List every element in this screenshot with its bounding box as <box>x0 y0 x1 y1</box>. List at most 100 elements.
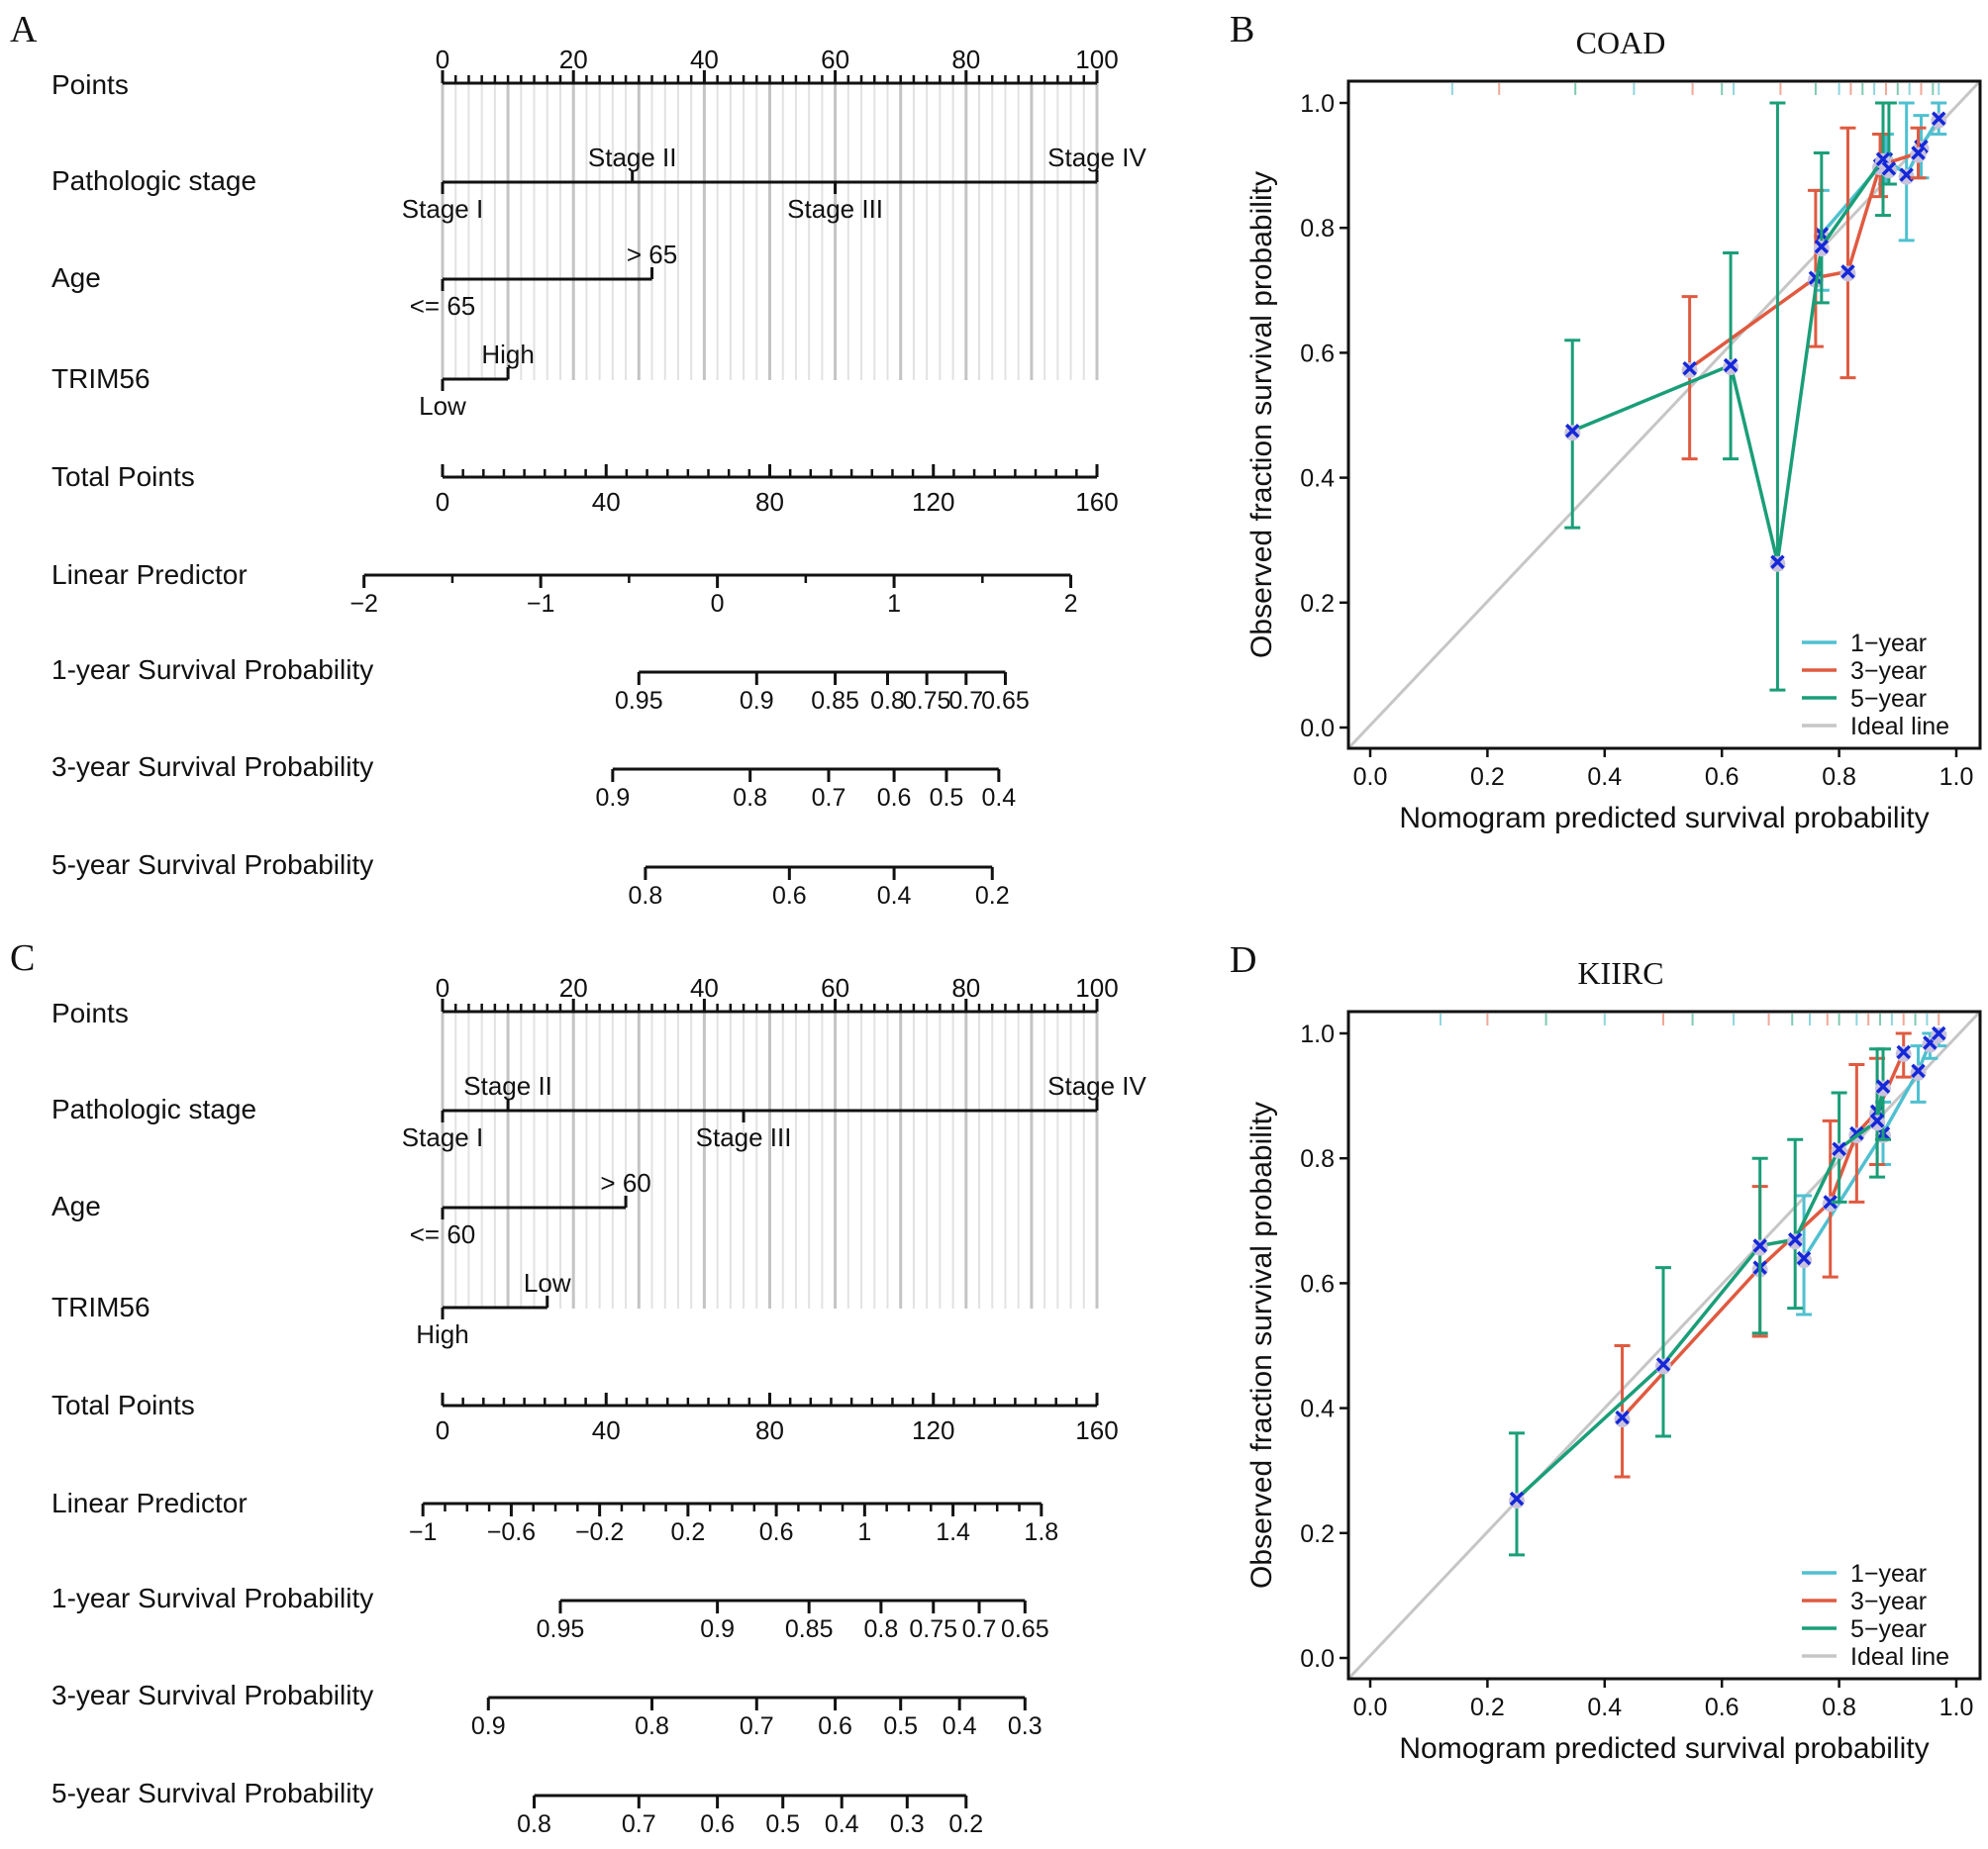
y-tick-label: 0.2 <box>1300 1520 1335 1548</box>
scale-tick-label: 0.75 <box>909 1615 957 1643</box>
nomogram-gridlines <box>441 1012 1099 1309</box>
axis-tick-label: 120 <box>912 487 954 517</box>
nomogram-row-label: Pathologic stage <box>51 1094 256 1124</box>
nomogram-row-points: Points 0 20 40 60 80 100 <box>51 973 1119 1028</box>
scale-tick-label: 0.9 <box>700 1615 735 1643</box>
category-label-stage-i: Stage I <box>402 1122 483 1152</box>
nomogram-row-label: TRIM56 <box>51 363 150 394</box>
nomogram-row-label: 1-year Survival Probability <box>51 1583 373 1613</box>
scale-tick-label: 0.6 <box>759 1518 794 1546</box>
legend-label-5-year: 5−year <box>1850 1615 1927 1643</box>
scale-tick-label: 2 <box>1064 590 1078 618</box>
nomogram-row-label: 5-year Survival Probability <box>51 1778 373 1808</box>
nomogram-row-label: Points <box>51 998 129 1028</box>
series-1-year <box>1796 1025 1947 1316</box>
category-label-stage-ii: Stage II <box>588 143 677 172</box>
scale-tick-label: 0.9 <box>595 784 630 812</box>
observed-marker <box>1565 424 1580 438</box>
category-label-60: > 60 <box>600 1168 650 1198</box>
y-tick-label: 0.4 <box>1300 465 1335 493</box>
axis-tick-label: 40 <box>592 1415 621 1445</box>
scale-tick-label: 1.4 <box>936 1518 970 1546</box>
x-tick-label: 0.0 <box>1353 1694 1388 1721</box>
scale-tick-label: 0.2 <box>975 882 1010 910</box>
observed-marker <box>1840 264 1855 279</box>
observed-marker <box>1869 1114 1885 1128</box>
x-axis-title: Nomogram predicted survival probability <box>1399 1732 1929 1765</box>
nomogram-row-pathologic-stage: Pathologic stage Stage I Stage II Stage III… <box>51 143 1147 224</box>
x-tick-label: 0.6 <box>1705 1694 1740 1721</box>
nomogram-row-age: Age <= 65 > 65 <box>51 240 677 321</box>
scale-tick-label: 0.65 <box>981 687 1030 715</box>
legend-label-1-year: 1−year <box>1850 1560 1927 1588</box>
x-tick-label: 0.8 <box>1822 1694 1856 1721</box>
nomogram-row-trim56: TRIM56 High Low <box>51 1268 571 1349</box>
scale-tick-label: 0.5 <box>930 784 964 812</box>
nomogram-row-label: Age <box>51 262 101 293</box>
nomogram-row-label: 3-year Survival Probability <box>51 751 373 782</box>
nomogram-row-label: Points <box>51 69 129 100</box>
series-5-year <box>1564 101 1897 692</box>
legend-label-ideal-line: Ideal line <box>1850 1643 1949 1671</box>
category-label-60: <= 60 <box>410 1219 476 1249</box>
y-tick-label: 1.0 <box>1300 90 1335 118</box>
category-label-low: Low <box>419 391 466 421</box>
axis-tick-label: 80 <box>951 45 980 74</box>
observed-marker <box>1814 239 1830 254</box>
scale-tick-label: 0.9 <box>471 1712 506 1740</box>
nomogram-row-1-year-survival-probability: 1-year Survival Probability 0.95 0.9 0.85 0.… <box>51 1583 1049 1643</box>
category-label-stage-iv: Stage IV <box>1047 1071 1146 1101</box>
legend-label-1-year: 1−year <box>1850 630 1927 657</box>
axis-tick-label: 0 <box>436 487 449 517</box>
axis-tick-label: 160 <box>1075 1415 1118 1445</box>
y-tick-label: 0.4 <box>1300 1396 1335 1423</box>
y-axis-title: Observed fraction survival probability <box>1245 171 1278 658</box>
axis-tick-label: 20 <box>559 45 588 74</box>
panel-letter: C <box>10 937 35 979</box>
scale-tick-label: 0.75 <box>903 687 951 715</box>
category-label-stage-i: Stage I <box>402 194 483 224</box>
observed-marker <box>1615 1410 1630 1425</box>
axis-tick-label: 160 <box>1075 487 1118 517</box>
axis-tick-label: 100 <box>1075 45 1118 74</box>
y-tick-label: 0.8 <box>1300 215 1335 243</box>
category-label-65: > 65 <box>627 240 677 269</box>
scale-tick-label: 0.8 <box>629 882 663 910</box>
x-tick-label: 1.0 <box>1939 1694 1974 1721</box>
panel-d-calibration: D KIIRC 0.0 0.2 0.4 0.6 0.8 1.0 0.0 0.2 0.4 0.6 0.8 1… <box>1230 939 1982 1765</box>
nomogram-row-label: Linear Predictor <box>51 559 248 590</box>
observed-marker <box>1682 360 1697 376</box>
nomogram-row-total-points: Total Points 0 40 80 120 160 <box>51 461 1119 517</box>
scale-tick-label: 0.4 <box>981 784 1016 812</box>
y-tick-label: 1.0 <box>1300 1021 1335 1048</box>
nomogram-row-pathologic-stage: Pathologic stage Stage I Stage II Stage III… <box>51 1071 1147 1152</box>
axis-tick-label: 0 <box>436 45 449 74</box>
scale-tick-label: −1 <box>409 1518 438 1546</box>
scale-tick-label: 0.85 <box>785 1615 834 1643</box>
scale-tick-label: 0.8 <box>863 1615 898 1643</box>
observed-marker <box>1932 111 1946 127</box>
axis-tick-label: 40 <box>690 45 719 74</box>
observed-marker <box>1875 1079 1891 1094</box>
nomogram-row-label: Total Points <box>51 1390 195 1420</box>
y-tick-label: 0.0 <box>1300 715 1335 742</box>
observed-marker <box>1752 1238 1767 1253</box>
nomogram-row-label: Age <box>51 1191 101 1221</box>
scale-tick-label: 0.95 <box>615 687 663 715</box>
series-5-year <box>1509 1047 1891 1557</box>
nomogram-row-linear-predictor: Linear Predictor −1 −0.6 −0.2 0.2 0.6 1 1.4 1.8 <box>51 1488 1058 1546</box>
scale-tick-label: 0.65 <box>1001 1615 1049 1643</box>
nomogram-row-label: 5-year Survival Probability <box>51 849 373 880</box>
axis-tick-label: 60 <box>821 973 849 1003</box>
observed-marker <box>1770 554 1785 570</box>
legend-label-3-year: 3−year <box>1850 1588 1927 1615</box>
scale-tick-label: 1.8 <box>1024 1518 1058 1546</box>
scale-tick-label: 0.2 <box>948 1810 983 1838</box>
category-label-high: High <box>416 1319 468 1349</box>
series-3-year <box>1614 1031 1912 1479</box>
axis-tick-label: 80 <box>755 487 784 517</box>
nomogram-row-1-year-survival-probability: 1-year Survival Probability 0.95 0.9 0.85 0.… <box>51 654 1030 715</box>
scale-tick-label: 0.6 <box>700 1810 735 1838</box>
nomogram-row-points: Points 0 20 40 60 80 100 <box>51 45 1119 100</box>
